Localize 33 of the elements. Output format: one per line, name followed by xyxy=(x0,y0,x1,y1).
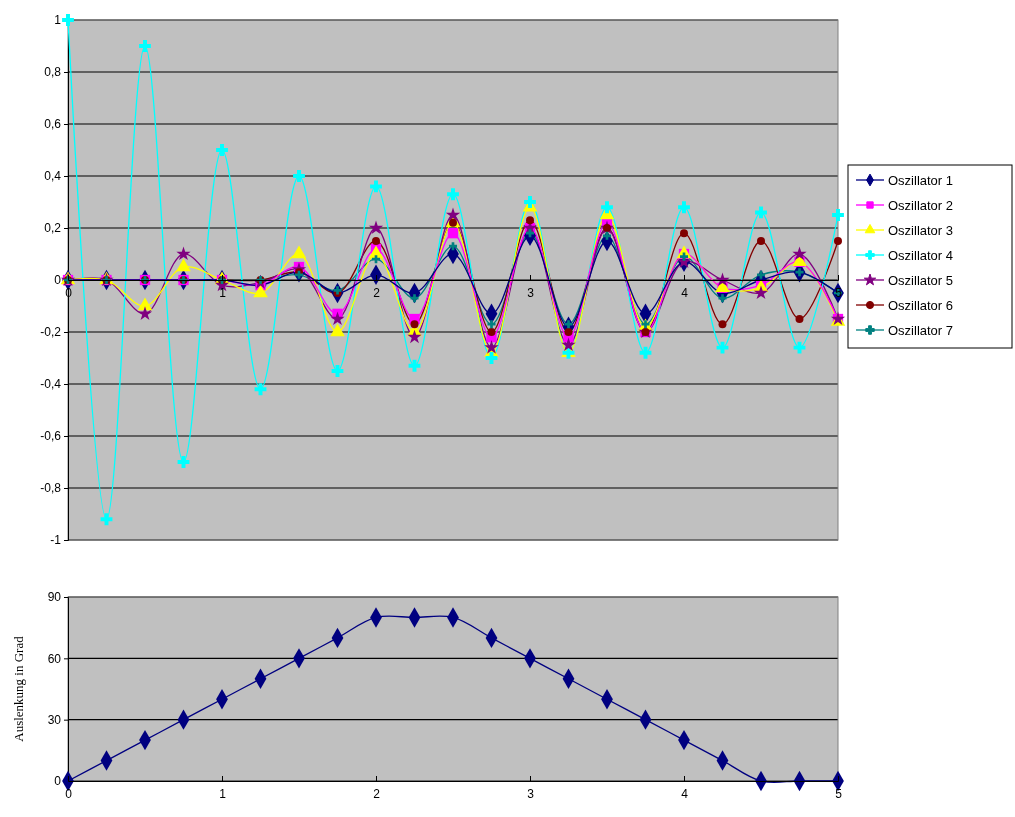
y-tick-label: -0,6 xyxy=(40,429,62,444)
x-tick-label: 2 xyxy=(373,786,381,801)
x-tick-label: 3 xyxy=(527,786,535,801)
y-tick-label: 1 xyxy=(54,13,62,28)
x-tick-label: 4 xyxy=(681,786,689,801)
y-tick-label: 0,8 xyxy=(44,65,62,80)
y-tick-label: 90 xyxy=(47,590,62,605)
y-tick-label: 0,4 xyxy=(44,169,62,184)
y-tick-label: 30 xyxy=(47,713,62,728)
y-tick-label: -0,2 xyxy=(40,325,62,340)
legend-label: Oszillator 6 xyxy=(888,298,954,313)
legend-label: Oszillator 7 xyxy=(888,323,954,338)
y-tick-label: -0,4 xyxy=(40,377,62,392)
legend-label: Oszillator 2 xyxy=(888,198,954,213)
y-axis-title: Auslenkung in Grad xyxy=(11,635,26,742)
x-tick-label: 2 xyxy=(373,285,381,300)
y-tick-label: -1 xyxy=(50,533,62,548)
legend-label: Oszillator 5 xyxy=(888,273,954,288)
x-tick-label: 1 xyxy=(219,285,227,300)
x-tick-label: 0 xyxy=(65,786,73,801)
y-tick-label: 0,2 xyxy=(44,221,62,236)
y-tick-label: -0,8 xyxy=(40,481,62,496)
y-tick-label: 0,6 xyxy=(44,117,62,132)
legend-label: Oszillator 3 xyxy=(888,223,954,238)
x-tick-label: 3 xyxy=(527,285,535,300)
x-tick-label: 1 xyxy=(219,786,227,801)
y-tick-label: 0 xyxy=(54,273,62,288)
legend-label: Oszillator 1 xyxy=(888,173,954,188)
y-tick-label: 60 xyxy=(47,651,62,666)
x-tick-label: 4 xyxy=(681,285,689,300)
legend-label: Oszillator 4 xyxy=(888,248,954,263)
x-tick-label: 5 xyxy=(835,786,843,801)
y-tick-label: 0 xyxy=(54,774,62,789)
